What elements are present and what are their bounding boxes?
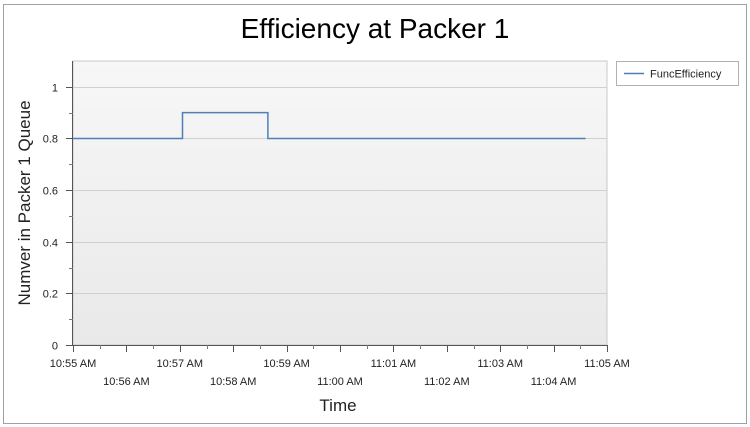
series-layer: [73, 111, 586, 140]
x-tick-label: 11:04 AM: [531, 376, 577, 388]
x-tick-label: 11:01 AM: [371, 358, 417, 370]
x-tick-label: 11:03 AM: [477, 358, 523, 370]
x-tick-label: 10:59 AM: [263, 358, 309, 370]
x-tick-label: 10:55 AM: [50, 358, 96, 370]
plot-area: [72, 60, 608, 346]
x-tick-label: 10:58 AM: [210, 376, 256, 388]
x-axis-ticks: 10:55 AM 10:57 AM 10:59 AM 11:01 AM 11:03 AM…: [50, 345, 630, 388]
x-tick-label: 11:00 AM: [317, 376, 363, 388]
y-tick-label: 0.2: [43, 289, 58, 301]
chart-title: Efficiency at Packer 1: [241, 13, 510, 44]
legend-label: FuncEfficiency: [650, 69, 722, 81]
legend: FuncEfficiency: [616, 61, 739, 86]
x-tick-label: 11:02 AM: [424, 376, 470, 388]
y-tick-label: 1: [52, 83, 58, 95]
x-tick-label: 10:56 AM: [103, 376, 149, 388]
y-axis-ticks: 0 0.2 0.4 0.6 0.8 1: [43, 83, 73, 353]
y-axis-label: Numver in Packer 1 Queue: [15, 100, 34, 305]
series-line-FuncEfficiency: [73, 111, 586, 140]
x-tick-label: 11:05 AM: [584, 358, 630, 370]
x-tick-label: 10:57 AM: [157, 358, 203, 370]
grid-lines: [73, 87, 607, 294]
y-tick-label: 0: [52, 341, 58, 353]
y-tick-label: 0.6: [43, 186, 58, 198]
x-axis-label: Time: [319, 396, 356, 415]
y-tick-label: 0.8: [43, 134, 58, 146]
y-tick-label: 0.4: [43, 238, 58, 250]
